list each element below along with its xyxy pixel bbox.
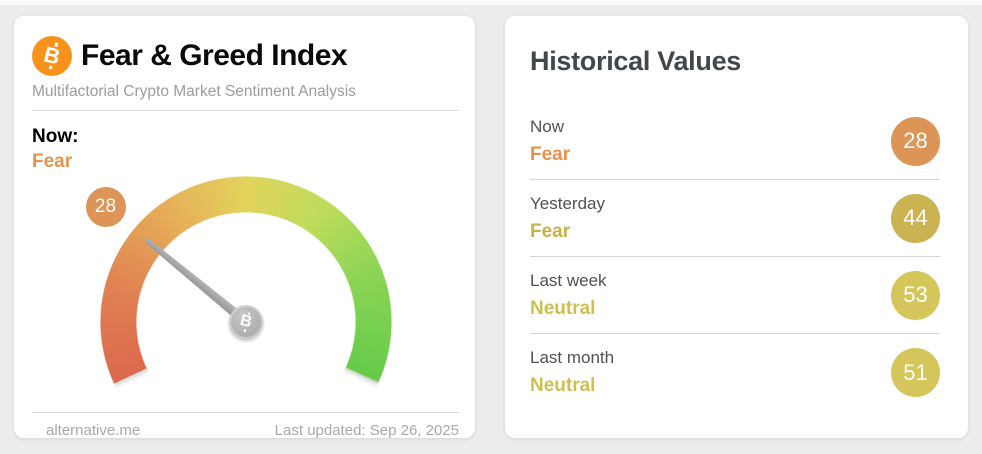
row-label: Yesterday: [530, 193, 605, 213]
table-row: Yesterday Fear 44: [530, 180, 940, 257]
row-value-badge: 51: [891, 348, 940, 397]
row-classification: Neutral: [530, 375, 596, 396]
row-label: Last month: [530, 348, 615, 367]
now-classification: Fear: [32, 151, 73, 172]
widget-container: B Fear & Greed Index Multifactorial Cryp…: [0, 5, 982, 454]
row-value-badge: 28: [891, 116, 940, 166]
historical-values-card: Historical Values Now Fear 28 Yesterday …: [505, 16, 968, 438]
row-classification: Fear: [530, 143, 571, 165]
historical-title: Historical Values: [530, 46, 742, 76]
now-label: Now:: [32, 126, 79, 147]
row-value-badge: 44: [891, 193, 940, 243]
gauge-chart: B 28: [85, 176, 392, 438]
row-classification: Neutral: [530, 297, 596, 319]
bitcoin-icon: B: [32, 36, 72, 76]
source-link[interactable]: alternative.me: [46, 422, 141, 438]
row-label: Last week: [530, 270, 607, 290]
historical-rows: Now Fear 28 Yesterday Fear 44 Last week …: [530, 103, 940, 411]
row-classification: Fear: [530, 220, 571, 242]
fear-greed-gauge-card: B Fear & Greed Index Multifactorial Cryp…: [14, 16, 475, 438]
row-label: Now: [530, 116, 565, 136]
gauge-card-header: B Fear & Greed Index: [32, 36, 459, 76]
table-row: Now Fear 28: [530, 103, 940, 180]
header-divider: [32, 110, 459, 111]
table-row: Last month Neutral 51: [530, 334, 940, 411]
page-top-strip: [0, 0, 982, 5]
gauge-value-badge: 28: [85, 187, 126, 227]
gauge-hub-bitcoin-icon: B: [228, 305, 263, 339]
card-title: Fear & Greed Index: [81, 39, 348, 72]
table-row: Last week Neutral 53: [530, 257, 940, 334]
row-value-badge: 53: [891, 270, 940, 320]
card-subtitle: Multifactorial Crypto Market Sentiment A…: [32, 83, 356, 100]
